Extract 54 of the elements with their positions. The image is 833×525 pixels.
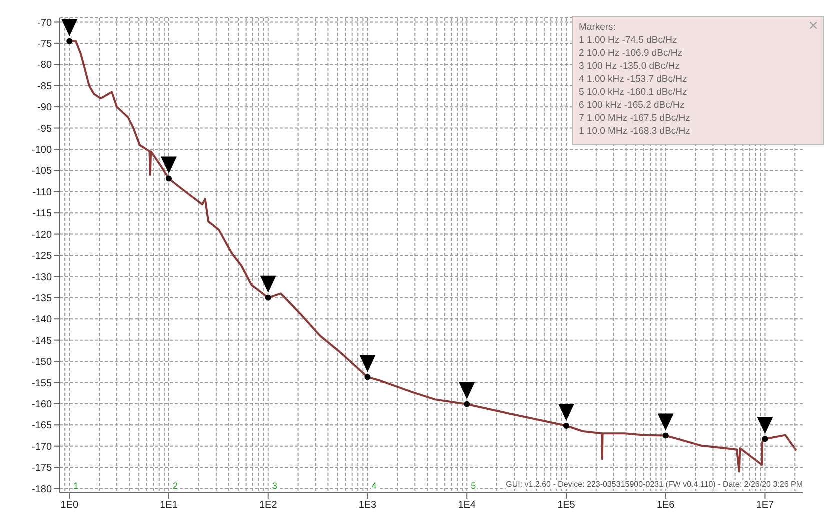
y-tick-label: -80 — [38, 60, 52, 72]
point — [662, 432, 669, 439]
y-tick-label: -90 — [38, 102, 52, 114]
y-tick-label: -110 — [32, 187, 52, 198]
point — [265, 294, 272, 301]
annotation: 2 — [172, 481, 179, 491]
annotation: GUI: v1.2.60 - Device: 223-035315900-0231 (FW v0.4.110) - Date: 2/26/20 3:26 PM — [506, 480, 803, 489]
y-tick-label: -135 — [32, 293, 52, 304]
annotation: 1 1.00 Hz -74.5 dBc/Hz — [579, 34, 678, 47]
annotation: 1 — [72, 481, 80, 491]
x-tick-label: 1E4 — [458, 500, 476, 512]
annotation: 5 — [470, 481, 478, 491]
point — [364, 374, 371, 380]
y-tick-label: -165 — [32, 420, 52, 432]
y-tick-label: -70 — [38, 18, 52, 29]
y-tick-label: -145 — [32, 336, 52, 347]
annotation: 2 10.0 Hz -106.9 dBc/Hz — [579, 47, 684, 60]
annotation: 1 10.0 MHz -168.3 dBc/Hz — [579, 125, 692, 138]
annotation: 3 — [271, 481, 278, 491]
y-tick-label: -170 — [32, 442, 52, 453]
x-tick-label: 1E0 — [60, 500, 79, 512]
annotation: 7 1.00 MHz -167.5 dBc/Hz — [579, 112, 692, 125]
annotation: 4 — [370, 481, 378, 491]
y-tick-label: -150 — [32, 357, 52, 368]
x-tick-label: 1E1 — [160, 500, 178, 512]
annotation: Markers: — [579, 21, 617, 34]
x-tick-label: 1E3 — [358, 500, 378, 512]
y-tick-label: -125 — [32, 251, 52, 262]
annotation: 5 10.0 kHz -160.1 dBc/Hz — [579, 86, 688, 99]
y-tick-label: -105 — [32, 166, 52, 178]
x-tick-label: 1E2 — [259, 500, 278, 512]
x-tick-label: 1E6 — [656, 500, 676, 512]
point — [563, 422, 570, 429]
y-tick-label: -100 — [32, 145, 52, 156]
y-tick-label: -160 — [32, 399, 52, 410]
y-tick-label: -180 — [32, 484, 52, 496]
annotation: 4 1.00 kHz -153.7 dBc/Hz — [579, 73, 688, 86]
point — [66, 38, 73, 44]
y-tick-label: -85 — [38, 81, 52, 92]
y-tick-label: -95 — [38, 124, 52, 135]
point — [166, 176, 172, 182]
y-tick-label: -140 — [32, 314, 52, 326]
x-tick-label: 1E5 — [558, 500, 576, 512]
y-tick-label: -115 — [32, 208, 52, 220]
point — [762, 436, 768, 442]
point — [464, 401, 470, 408]
annotation: 3 100 Hz -135.0 dBc/Hz — [579, 60, 681, 73]
y-tick-label: -175 — [32, 463, 52, 474]
y-tick-label: -120 — [32, 230, 52, 241]
y-tick-label: -155 — [32, 378, 52, 390]
annotation: 6 100 kHz -165.2 dBc/Hz — [579, 99, 686, 112]
y-tick-label: -130 — [32, 272, 52, 284]
x-tick-label: 1E7 — [756, 500, 775, 512]
y-tick-label: -75 — [38, 38, 52, 50]
